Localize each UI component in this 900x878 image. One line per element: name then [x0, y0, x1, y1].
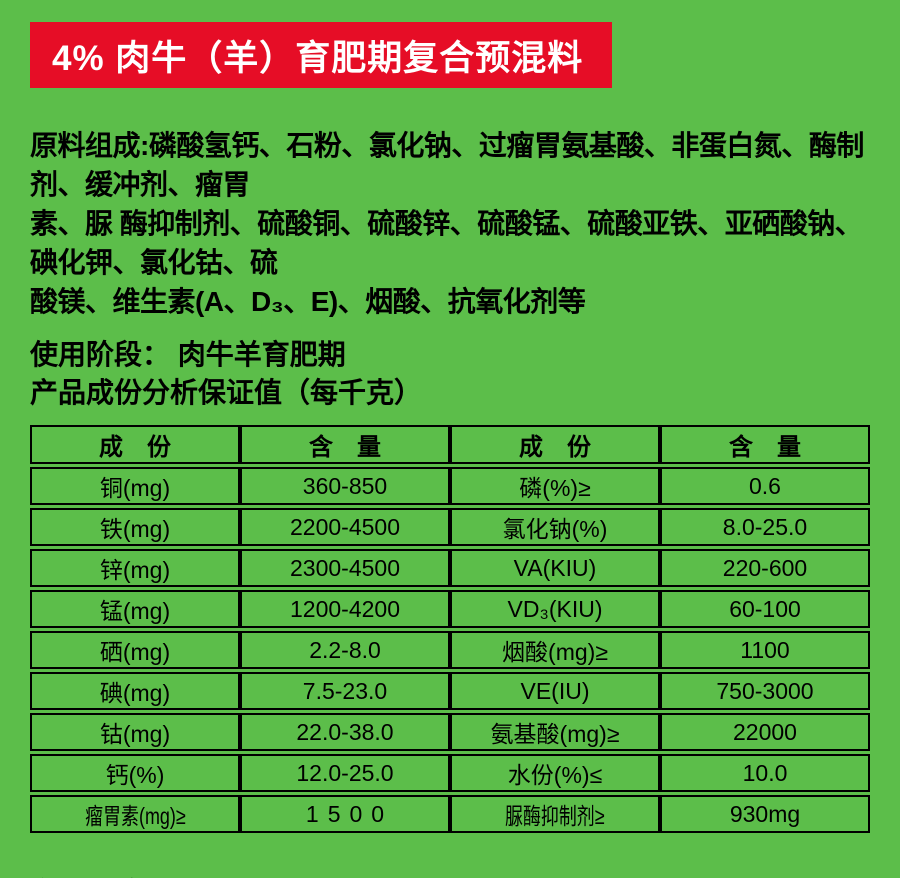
- usage-stage-value: 肉牛羊育肥期: [177, 339, 346, 370]
- component-cell: 锌(mg): [30, 549, 240, 587]
- analysis-header-component-2: 成 份: [450, 425, 660, 464]
- component-cell: 氯化钠(%): [450, 508, 660, 546]
- reference-formula-title: 参考配方(%):: [30, 870, 870, 878]
- amount-cell: 22000: [660, 713, 870, 751]
- amount-cell: 0.6: [660, 467, 870, 505]
- amount-cell: 2.2-8.0: [240, 631, 450, 669]
- component-cell: 钙(%): [30, 754, 240, 792]
- component-cell: 瘤胃素(mg)≥: [30, 795, 240, 833]
- table-row: 铁(mg) 2200-4500 氯化钠(%) 8.0-25.0: [30, 508, 870, 546]
- analysis-header-component-1: 成 份: [30, 425, 240, 464]
- ingredients-paragraph: 原料组成:磷酸氢钙、石粉、氯化钠、过瘤胃氨基酸、非蛋白氮、酶制剂、缓冲剂、瘤胃 …: [30, 126, 872, 321]
- analysis-table: 成 份 含 量 成 份 含 量 铜(mg) 360-850 磷(%)≥ 0.6 …: [30, 422, 870, 836]
- amount-cell: 7.5-23.0: [240, 672, 450, 710]
- amount-cell: 930mg: [660, 795, 870, 833]
- component-cell: 烟酸(mg)≥: [450, 631, 660, 669]
- amount-cell: 750-3000: [660, 672, 870, 710]
- component-cell: 氨基酸(mg)≥: [450, 713, 660, 751]
- ingredients-line-3: 酸镁、维生素(A、D₃、E)、烟酸、抗氧化剂等: [30, 286, 586, 317]
- component-cell: 水份(%)≤: [450, 754, 660, 792]
- component-cell: 钴(mg): [30, 713, 240, 751]
- component-cell: 脲酶抑制剂≥: [450, 795, 660, 833]
- analysis-header-amount-2: 含 量: [660, 425, 870, 464]
- amount-cell: 22.0-38.0: [240, 713, 450, 751]
- ingredients-line-1: 原料组成:磷酸氢钙、石粉、氯化钠、过瘤胃氨基酸、非蛋白氮、酶制剂、缓冲剂、瘤胃: [30, 130, 864, 200]
- amount-cell: 360-850: [240, 467, 450, 505]
- ingredients-line-2: 素、脲 酶抑制剂、硫酸铜、硫酸锌、硫酸锰、硫酸亚铁、亚硒酸钠、碘化钾、氯化钴、硫: [30, 208, 863, 278]
- amount-cell: 2200-4500: [240, 508, 450, 546]
- amount-cell: 220-600: [660, 549, 870, 587]
- component-cell: VD₃(KIU): [450, 590, 660, 628]
- title-banner: 4% 肉牛（羊）育肥期复合预混料: [30, 22, 612, 88]
- table-row: 锌(mg) 2300-4500 VA(KIU) 220-600: [30, 549, 870, 587]
- component-cell: 碘(mg): [30, 672, 240, 710]
- usage-block: 使用阶段： 肉牛羊育肥期 产品成份分析保证值（每千克）: [30, 336, 870, 412]
- table-row: 硒(mg) 2.2-8.0 烟酸(mg)≥ 1100: [30, 631, 870, 669]
- component-cell: VA(KIU): [450, 549, 660, 587]
- analysis-header-amount-1: 含 量: [240, 425, 450, 464]
- component-cell: 硒(mg): [30, 631, 240, 669]
- table-row: 碘(mg) 7.5-23.0 VE(IU) 750-3000: [30, 672, 870, 710]
- component-cell: 铜(mg): [30, 467, 240, 505]
- table-row: 锰(mg) 1200-4200 VD₃(KIU) 60-100: [30, 590, 870, 628]
- table-row: 瘤胃素(mg)≥ 1500 脲酶抑制剂≥ 930mg: [30, 795, 870, 833]
- component-cell: VE(IU): [450, 672, 660, 710]
- usage-stage-line: 使用阶段： 肉牛羊育肥期: [30, 336, 870, 374]
- amount-cell: 2300-4500: [240, 549, 450, 587]
- amount-cell: 1100: [660, 631, 870, 669]
- amount-cell: 1500: [240, 795, 450, 833]
- ingredients-label: 原料组成:: [30, 130, 149, 161]
- amount-cell: 60-100: [660, 590, 870, 628]
- table-row: 铜(mg) 360-850 磷(%)≥ 0.6: [30, 467, 870, 505]
- analysis-header-row: 成 份 含 量 成 份 含 量: [30, 425, 870, 464]
- table-row: 钴(mg) 22.0-38.0 氨基酸(mg)≥ 22000: [30, 713, 870, 751]
- amount-cell: 8.0-25.0: [660, 508, 870, 546]
- amount-cell: 10.0: [660, 754, 870, 792]
- component-cell: 铁(mg): [30, 508, 240, 546]
- component-cell: 磷(%)≥: [450, 467, 660, 505]
- usage-stage-label: 使用阶段：: [30, 339, 171, 370]
- analysis-title: 产品成份分析保证值（每千克）: [30, 377, 423, 408]
- component-cell: 锰(mg): [30, 590, 240, 628]
- amount-cell: 12.0-25.0: [240, 754, 450, 792]
- product-title: 4% 肉牛（羊）育肥期复合预混料: [52, 38, 584, 78]
- amount-cell: 1200-4200: [240, 590, 450, 628]
- table-row: 钙(%) 12.0-25.0 水份(%)≤ 10.0: [30, 754, 870, 792]
